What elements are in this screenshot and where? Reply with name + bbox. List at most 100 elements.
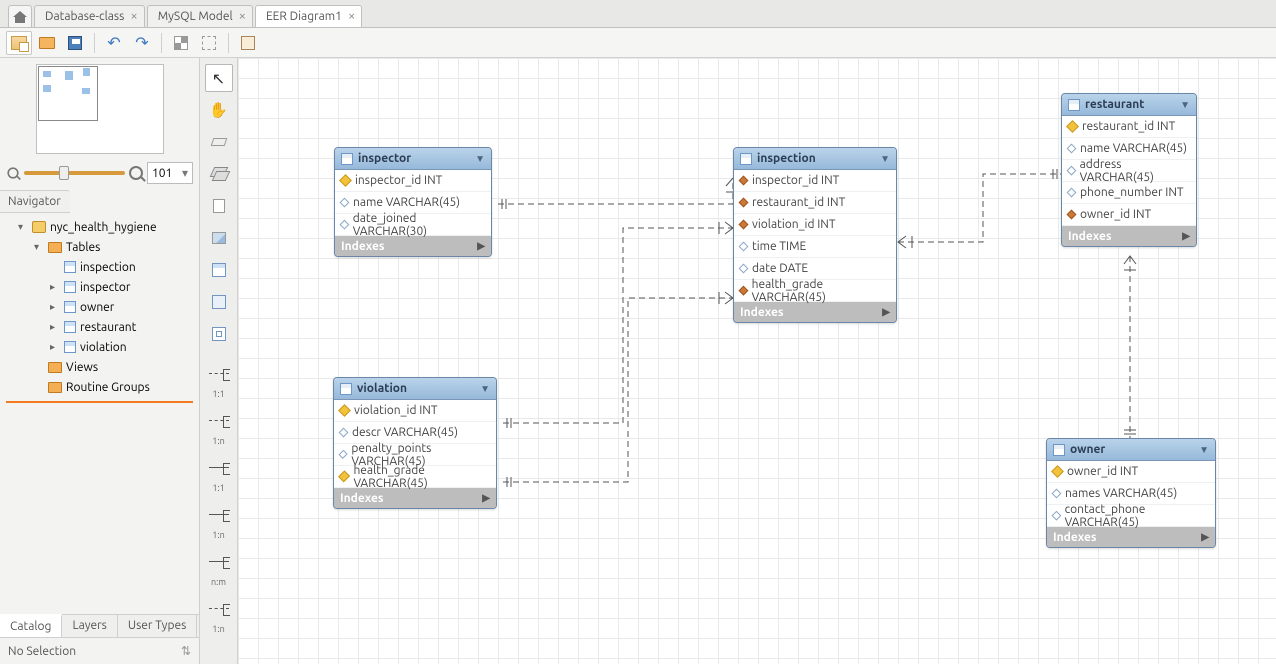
twisty-icon[interactable]: ▸ <box>50 341 60 353</box>
tree-table-inspector[interactable]: ▸ inspector <box>0 277 199 297</box>
relation-tool-4[interactable] <box>205 548 233 576</box>
column-label: descr VARCHAR(45) <box>352 426 458 439</box>
tab-mysql-model[interactable]: MySQL Model × <box>147 5 253 27</box>
indexes-bar[interactable]: Indexes▶ <box>334 488 496 508</box>
chevron-down-icon[interactable]: ▼ <box>880 153 890 165</box>
relation-label: 1:1 <box>205 390 233 399</box>
twisty-icon[interactable]: ▸ <box>50 301 60 313</box>
entity-inspection[interactable]: inspection▼inspector_id INTrestaurant_id… <box>733 147 897 323</box>
note-tool[interactable] <box>205 192 233 220</box>
entity-column[interactable]: date_joined VARCHAR(30) <box>335 214 491 236</box>
twisty-icon[interactable]: ▾ <box>34 241 44 253</box>
relation-tool-1[interactable] <box>205 407 233 435</box>
close-icon[interactable]: × <box>239 10 246 23</box>
chevron-down-icon[interactable]: ▼ <box>480 383 490 395</box>
entity-column[interactable]: address VARCHAR(45) <box>1062 160 1196 182</box>
new-routine-group-tool[interactable] <box>205 320 233 348</box>
entity-column[interactable]: health_grade VARCHAR(45) <box>334 466 496 488</box>
entity-header[interactable]: violation▼ <box>334 378 496 400</box>
new-table-tool[interactable] <box>205 256 233 284</box>
indexes-bar[interactable]: Indexes▶ <box>335 236 491 256</box>
chevron-right-icon[interactable]: ▶ <box>1201 531 1209 543</box>
entity-header[interactable]: inspector▼ <box>335 148 491 170</box>
relation-tool-5[interactable] <box>205 595 233 623</box>
zoom-slider[interactable] <box>24 171 125 175</box>
tree-table-violation[interactable]: ▸ violation <box>0 337 199 357</box>
entity-column[interactable]: time TIME <box>734 236 896 258</box>
chevron-right-icon[interactable]: ▶ <box>882 306 890 318</box>
entity-column[interactable]: phone_number INT <box>1062 182 1196 204</box>
twisty-icon[interactable]: ▸ <box>50 281 60 293</box>
tree-table-restaurant[interactable]: ▸ restaurant <box>0 317 199 337</box>
indexes-bar[interactable]: Indexes▶ <box>1062 226 1196 246</box>
home-tab[interactable] <box>8 5 32 27</box>
entity-column[interactable]: owner_id INT <box>1062 204 1196 226</box>
entity-violation[interactable]: violation▼violation_id INT descr VARCHAR(… <box>333 377 497 509</box>
catalog-tab-layers[interactable]: Layers <box>62 615 117 637</box>
entity-inspector[interactable]: inspector▼inspector_id INTname VARCHAR(4… <box>334 147 492 257</box>
chevron-right-icon[interactable]: ▶ <box>1182 230 1190 242</box>
new-view-tool[interactable] <box>205 288 233 316</box>
cursor-tool[interactable]: ↖ <box>205 64 233 92</box>
tab-eer-diagram[interactable]: EER Diagram1 × <box>255 5 362 27</box>
entity-column[interactable]: contact_phone VARCHAR(45) <box>1047 505 1215 527</box>
chevron-down-icon[interactable]: ▼ <box>1199 444 1209 456</box>
zoom-value[interactable]: 101 ▾ <box>147 162 193 184</box>
entity-owner[interactable]: owner▼owner_id INTnames VARCHAR(45)conta… <box>1046 438 1216 548</box>
relation-tool-3[interactable] <box>205 501 233 529</box>
indexes-bar[interactable]: Indexes▶ <box>734 302 896 322</box>
layer-tool[interactable] <box>205 160 233 188</box>
entity-header[interactable]: restaurant▼ <box>1062 94 1196 116</box>
align-button[interactable] <box>196 31 222 55</box>
tree-routine-groups[interactable]: Routine Groups <box>0 377 199 397</box>
overview[interactable] <box>36 64 164 154</box>
tree-label: owner <box>80 301 114 314</box>
entity-column[interactable]: owner_id INT <box>1047 461 1215 483</box>
indexes-bar[interactable]: Indexes▶ <box>1047 527 1215 547</box>
new-diagram-button[interactable] <box>6 31 32 55</box>
toggle-grid-button[interactable] <box>168 31 194 55</box>
entity-header[interactable]: owner▼ <box>1047 439 1215 461</box>
entity-column[interactable]: restaurant_id INT <box>734 192 896 214</box>
relation-tool-0[interactable] <box>205 360 233 388</box>
tree-tables-group[interactable]: ▾ Tables <box>0 237 199 257</box>
catalog-tab-user-types[interactable]: User Types <box>118 615 197 637</box>
canvas[interactable]: inspector▼inspector_id INTname VARCHAR(4… <box>238 58 1276 664</box>
zoom-in-icon[interactable] <box>129 166 143 180</box>
image-tool[interactable] <box>205 224 233 252</box>
notation-button[interactable] <box>235 31 261 55</box>
entity-column[interactable]: health_grade VARCHAR(45) <box>734 280 896 302</box>
tree-database[interactable]: ▾ nyc_health_hygiene <box>0 217 199 237</box>
close-icon[interactable]: × <box>130 10 137 23</box>
chevron-right-icon[interactable]: ▶ <box>482 492 490 504</box>
eraser-tool[interactable] <box>205 128 233 156</box>
twisty-icon[interactable]: ▸ <box>50 321 60 333</box>
table-icon <box>341 153 353 165</box>
entity-column[interactable]: restaurant_id INT <box>1062 116 1196 138</box>
chevron-down-icon[interactable]: ▼ <box>1180 99 1190 111</box>
save-button[interactable] <box>62 31 88 55</box>
zoom-out-icon[interactable] <box>7 167 18 178</box>
tree-table-owner[interactable]: ▸ owner <box>0 297 199 317</box>
undo-button[interactable]: ↶ <box>101 31 127 55</box>
chevron-down-icon[interactable]: ▼ <box>475 153 485 165</box>
tree-views-group[interactable]: Views <box>0 357 199 377</box>
chevron-right-icon[interactable]: ▶ <box>477 240 485 252</box>
tree-table-inspection[interactable]: inspection <box>0 257 199 277</box>
entity-column[interactable]: inspector_id INT <box>734 170 896 192</box>
entity-restaurant[interactable]: restaurant▼restaurant_id INTname VARCHAR… <box>1061 93 1197 247</box>
catalog-tab-catalog[interactable]: Catalog <box>0 614 62 637</box>
entity-column[interactable]: inspector_id INT <box>335 170 491 192</box>
entity-header[interactable]: inspection▼ <box>734 148 896 170</box>
close-icon[interactable]: × <box>348 10 355 23</box>
open-button[interactable] <box>34 31 60 55</box>
twisty-icon[interactable]: ▾ <box>18 221 28 233</box>
tab-database-class[interactable]: Database-class × <box>34 5 145 27</box>
selection-row[interactable]: No Selection ⇅ <box>0 637 199 664</box>
redo-button[interactable]: ↷ <box>129 31 155 55</box>
relation-tool-2[interactable] <box>205 454 233 482</box>
zoom-thumb[interactable] <box>59 166 69 180</box>
entity-column[interactable]: violation_id INT <box>734 214 896 236</box>
entity-column[interactable]: violation_id INT <box>334 400 496 422</box>
hand-tool[interactable]: ✋ <box>205 96 233 124</box>
